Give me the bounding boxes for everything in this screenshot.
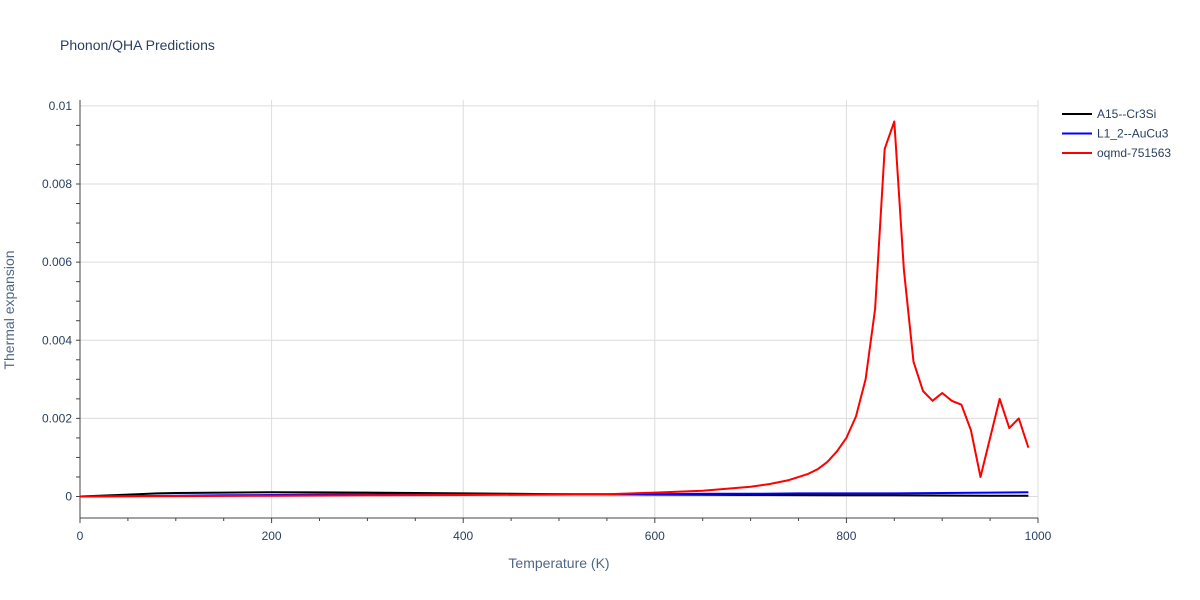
y-axis-title: Thermal expansion	[1, 250, 17, 369]
plot-area	[79, 120, 1030, 498]
x-tick-label: 400	[453, 529, 473, 543]
legend: A15--Cr3Si L1_2--AuCu3 oqmd-751563	[1062, 107, 1171, 160]
x-tick-label: 600	[645, 529, 665, 543]
y-tick-label: 0	[65, 490, 72, 504]
y-tick-label: 0.008	[42, 177, 72, 191]
legend-label: L1_2--AuCu3	[1097, 127, 1169, 141]
y-tick-label: 0.01	[49, 99, 73, 113]
x-tick-label: 200	[262, 529, 282, 543]
x-axis-title: Temperature (K)	[508, 555, 609, 571]
x-tick-label: 0	[77, 529, 84, 543]
y-tick-label: 0.006	[42, 255, 72, 269]
y-tick-label: 0.004	[42, 333, 72, 347]
tick-labels: 0 200 400 600 800 1000 0 0.002 0.004 0.006 0.008 0.…	[42, 99, 1052, 543]
chart-title: Phonon/QHA Predictions	[60, 37, 215, 53]
x-tick-label: 800	[836, 529, 856, 543]
legend-label: A15--Cr3Si	[1097, 107, 1156, 121]
series-line-oqmd-751563	[79, 120, 1030, 498]
y-tick-label: 0.002	[42, 411, 72, 425]
legend-label: oqmd-751563	[1097, 146, 1171, 160]
x-tick-label: 1000	[1025, 529, 1052, 543]
